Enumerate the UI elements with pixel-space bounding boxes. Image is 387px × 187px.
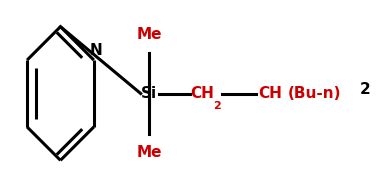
Text: (Bu-n): (Bu-n)	[288, 86, 342, 101]
Text: Me: Me	[136, 27, 162, 42]
Text: 2: 2	[214, 102, 221, 111]
Text: Me: Me	[136, 145, 162, 160]
Text: 2: 2	[360, 82, 370, 97]
Text: N: N	[89, 43, 102, 58]
Text: Si: Si	[141, 86, 157, 101]
Text: CH: CH	[259, 86, 283, 101]
Text: CH: CH	[190, 86, 214, 101]
